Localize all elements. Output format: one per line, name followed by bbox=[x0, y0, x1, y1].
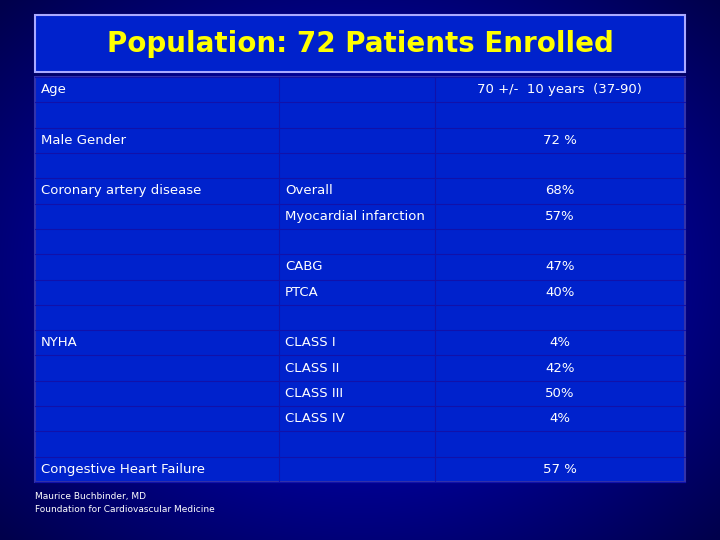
Text: 42%: 42% bbox=[545, 362, 575, 375]
Text: Maurice Buchbinder, MD: Maurice Buchbinder, MD bbox=[35, 492, 146, 502]
Text: 40%: 40% bbox=[545, 286, 575, 299]
Text: 70 +/-  10 years  (37-90): 70 +/- 10 years (37-90) bbox=[477, 83, 642, 96]
Text: CABG: CABG bbox=[284, 260, 323, 273]
Text: CLASS IV: CLASS IV bbox=[284, 412, 344, 425]
Text: CLASS II: CLASS II bbox=[284, 362, 339, 375]
Text: Coronary artery disease: Coronary artery disease bbox=[41, 184, 202, 198]
Text: 47%: 47% bbox=[545, 260, 575, 273]
Bar bbox=[35, 77, 685, 482]
Text: Male Gender: Male Gender bbox=[41, 134, 126, 147]
Text: Age: Age bbox=[41, 83, 67, 96]
Text: Foundation for Cardiovascular Medicine: Foundation for Cardiovascular Medicine bbox=[35, 505, 215, 515]
Text: 4%: 4% bbox=[549, 412, 570, 425]
Text: 4%: 4% bbox=[549, 336, 570, 349]
Text: 50%: 50% bbox=[545, 387, 575, 400]
Text: 68%: 68% bbox=[545, 184, 575, 198]
Text: NYHA: NYHA bbox=[41, 336, 78, 349]
Text: 57%: 57% bbox=[545, 210, 575, 222]
Text: Myocardial infarction: Myocardial infarction bbox=[284, 210, 425, 222]
Text: PTCA: PTCA bbox=[284, 286, 318, 299]
Text: CLASS I: CLASS I bbox=[284, 336, 336, 349]
Text: 72 %: 72 % bbox=[543, 134, 577, 147]
Text: 57 %: 57 % bbox=[543, 463, 577, 476]
Text: Congestive Heart Failure: Congestive Heart Failure bbox=[41, 463, 205, 476]
Text: Population: 72 Patients Enrolled: Population: 72 Patients Enrolled bbox=[107, 30, 613, 57]
Text: CLASS III: CLASS III bbox=[284, 387, 343, 400]
Bar bbox=[35, 15, 685, 72]
Text: Overall: Overall bbox=[284, 184, 333, 198]
